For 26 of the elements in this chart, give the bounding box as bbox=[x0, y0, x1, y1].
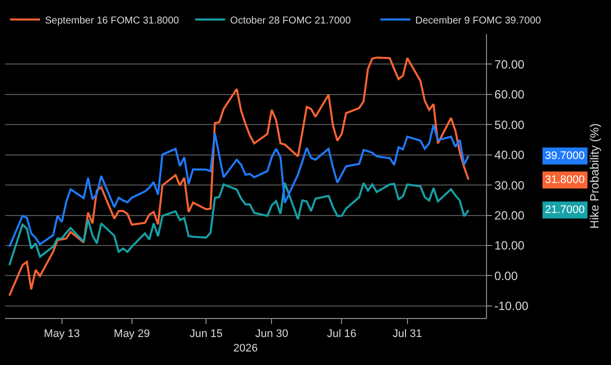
x-tick-label: Jul 16 bbox=[327, 328, 356, 340]
text: 39.7000 bbox=[545, 150, 585, 162]
y-tick-label: 0.00 bbox=[494, 268, 518, 283]
line-series bbox=[8, 124, 470, 248]
x-axis-title: 2026 bbox=[233, 342, 258, 354]
text: 21.7000 bbox=[545, 204, 585, 216]
x-tick-label: May 13 bbox=[44, 328, 80, 340]
legend-label: September 16 FOMC 31.8000 bbox=[45, 15, 180, 26]
x-tick-label: Jul 31 bbox=[392, 328, 422, 340]
line-series bbox=[8, 56, 470, 297]
y-tick-label: 40.00 bbox=[494, 148, 525, 162]
x-tick-label: May 29 bbox=[114, 328, 150, 340]
x-tick-label: Jun 15 bbox=[190, 328, 223, 340]
y-axis-title: Hike Probability (%) bbox=[588, 123, 602, 229]
text: 31.8000 bbox=[545, 174, 585, 186]
y-tick-label: 70.00 bbox=[494, 57, 525, 72]
x-tick-label: Jun 30 bbox=[255, 328, 288, 340]
y-tick-label: 30.00 bbox=[494, 178, 525, 192]
y-tick-label: 60.00 bbox=[494, 88, 525, 102]
y-tick-label: 10.00 bbox=[494, 238, 525, 253]
y-tick-label: 50.00 bbox=[494, 118, 525, 132]
y-tick-label: 20.00 bbox=[494, 208, 525, 222]
legend-label: December 9 FOMC 39.7000 bbox=[415, 15, 542, 26]
line-series bbox=[8, 182, 470, 266]
y-tick-label: -10.00 bbox=[494, 299, 529, 314]
legend-label: October 28 FOMC 21.7000 bbox=[230, 15, 352, 26]
